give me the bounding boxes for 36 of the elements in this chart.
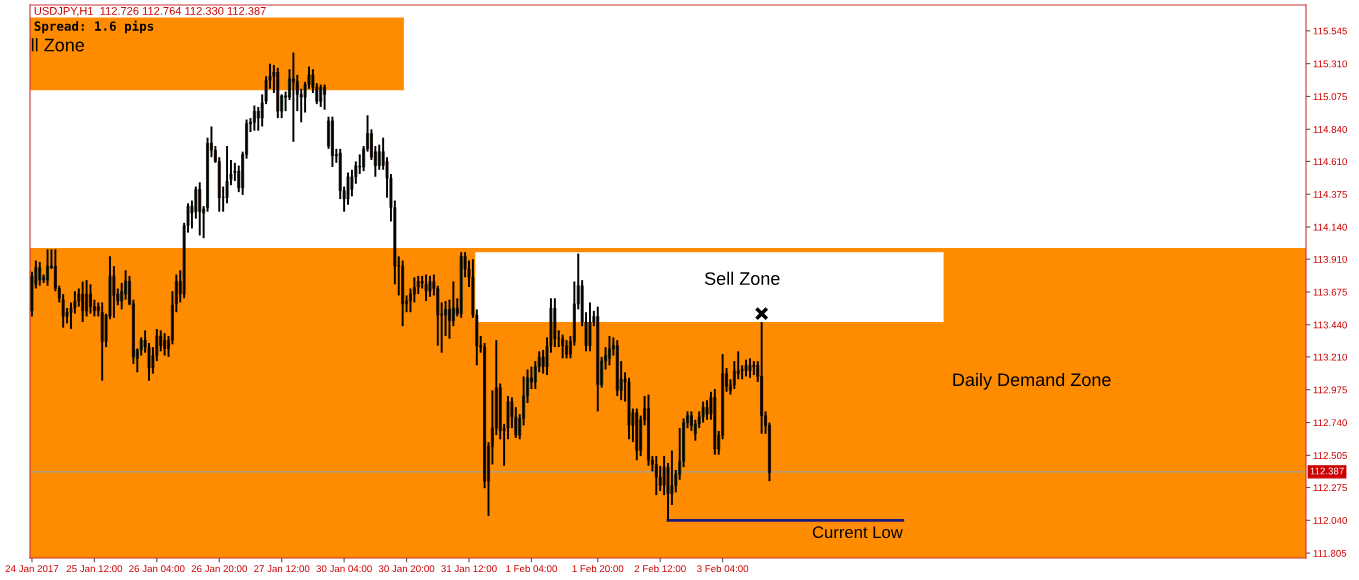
annotation: Spread: 1.6 pips	[34, 20, 154, 34]
y-tick-label: 111.805	[1313, 549, 1347, 557]
y-tick-label: 112.275	[1313, 484, 1347, 492]
y-tick-label: 113.910	[1313, 255, 1347, 263]
x-tick-label: 27 Jan 12:00	[254, 565, 310, 573]
x-tick-label: 2 Feb 12:00	[634, 564, 686, 573]
chart-title: USDJPY,H1 112.726 112.764 112.330 112.387	[34, 6, 266, 17]
y-tick-label: 112.975	[1313, 386, 1347, 394]
x-tick-label: 24 Jan 2017	[5, 565, 59, 573]
y-tick-label: 115.310	[1313, 60, 1347, 68]
x-tick-label: 1 Feb 04:00	[506, 564, 557, 573]
y-tick-label: 112.040	[1313, 517, 1347, 524]
y-tick-label: 114.375	[1313, 190, 1347, 198]
ref-line-label: 112.387	[1310, 467, 1344, 475]
x-tick-label: 30 Jan 04:00	[316, 565, 372, 573]
y-tick-label: 112.505	[1313, 452, 1347, 459]
ref-line-label: Current Low	[812, 526, 903, 539]
y-tick-label: 115.545	[1313, 27, 1347, 35]
x-tick-label: 26 Jan 04:00	[129, 565, 185, 573]
x-tick-label: 30 Jan 20:00	[378, 565, 435, 573]
band-label: ll Zone	[31, 38, 85, 52]
y-tick-label: 114.840	[1313, 126, 1347, 133]
y-tick-label: 113.675	[1313, 288, 1347, 296]
band-label: Sell Zone	[704, 271, 780, 285]
x-tick-label: 3 Feb 04:00	[697, 564, 749, 573]
y-tick-label: 113.210	[1313, 353, 1347, 361]
y-tick-label: 114.610	[1313, 158, 1347, 166]
y-tick-label: 115.075	[1313, 93, 1347, 101]
x-tick-label: 26 Jan 20:00	[191, 565, 247, 573]
band-label: Daily Demand Zone	[953, 372, 1111, 390]
y-tick-label: 112.740	[1313, 419, 1347, 427]
y-tick-label: 114.140	[1313, 223, 1347, 231]
x-tick-label: 31 Jan 12:00	[441, 565, 497, 573]
x-tick-label: 25 Jan 12:00	[66, 565, 123, 573]
y-tick-label: 113.440	[1313, 321, 1347, 329]
x-tick-label: 1 Feb 20:00	[572, 564, 624, 573]
